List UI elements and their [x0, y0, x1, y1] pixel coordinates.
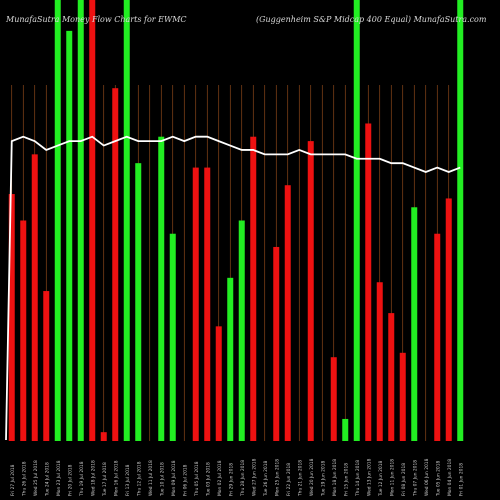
- money-flow-line: [5, 135, 461, 441]
- x-tick-label: Thu 26 Jul 2018: [21, 461, 27, 497]
- x-tick-label: Thu 05 Jul 2018: [194, 461, 200, 497]
- bar-down: [31, 154, 38, 441]
- bar-down: [307, 141, 314, 441]
- bar-down: [434, 233, 441, 441]
- x-tick-label: Wed 20 Jun 2018: [309, 458, 315, 496]
- chart-title: MunafaSutra Money Flow Charts for EWMC: [6, 15, 187, 24]
- x-tick-label: Mon 23 Jul 2018: [56, 460, 62, 496]
- bar-up: [135, 163, 142, 442]
- bar-up: [169, 233, 176, 441]
- bar-up: [353, 0, 360, 441]
- bar-down: [192, 167, 199, 441]
- bar-down: [8, 194, 15, 441]
- bar-down: [250, 136, 257, 441]
- x-tick-label: Tue 12 Jun 2018: [378, 460, 384, 497]
- x-tick-label: Wed 13 Jun 2018: [366, 458, 372, 496]
- bar-up: [54, 0, 61, 441]
- bar-up: [158, 136, 165, 441]
- x-tick-label: Thu 14 Jun 2018: [355, 460, 361, 497]
- bar-down: [112, 88, 119, 441]
- bar-up: [123, 0, 130, 441]
- bar-down: [445, 198, 452, 441]
- x-tick-label: Tue 19 Jun 2018: [320, 460, 326, 497]
- bar-up: [227, 277, 234, 441]
- bars: [8, 0, 464, 442]
- bar-down: [43, 291, 50, 441]
- chart-subtitle: (Guggenheim S&P Midcap 400 Equal) Munafa…: [256, 15, 487, 24]
- x-tick-label: Tue 17 Jul 2018: [102, 462, 108, 497]
- x-tick-label: Fri 13 Jul 2018: [125, 464, 131, 496]
- x-tick-label: Thu 12 Jul 2018: [136, 461, 142, 497]
- x-tick-label: Fri 01 Jun 2018: [458, 463, 464, 496]
- x-tick-label: Fri 20 Jul 2018: [67, 464, 73, 496]
- x-tick-label: Tue 26 Jun 2018: [263, 460, 269, 497]
- bar-down: [215, 326, 222, 441]
- bar-down: [388, 313, 395, 441]
- x-tick-label: Mon 18 Jun 2018: [332, 459, 338, 496]
- x-tick-label: Thu 21 Jun 2018: [297, 460, 303, 497]
- bar-up: [411, 207, 418, 441]
- x-tick-label: Wed 27 Jun 2018: [251, 458, 257, 496]
- x-tick-label: Mon 25 Jun 2018: [274, 459, 280, 496]
- x-tick-label: Wed 11 Jul 2018: [148, 460, 154, 496]
- x-tick-label: Wed 18 Jul 2018: [90, 460, 96, 496]
- x-tick-label: Mon 04 Jun 2018: [447, 459, 453, 496]
- bar-up: [342, 418, 349, 441]
- x-tick-label: Thu 28 Jun 2018: [240, 460, 246, 497]
- x-tick-label: Fri 29 Jun 2018: [228, 463, 234, 496]
- bar-down: [365, 123, 372, 441]
- bar-down: [100, 432, 107, 441]
- x-tick-label: Fri 27 Jul 2018: [10, 464, 16, 496]
- bar-down: [20, 220, 27, 441]
- bar-down: [330, 357, 337, 441]
- x-tick-label: Mon 16 Jul 2018: [113, 460, 119, 496]
- x-tick-label: Tue 10 Jul 2018: [159, 462, 165, 497]
- x-tick-label: Thu 07 Jun 2018: [412, 460, 418, 497]
- bar-up: [238, 220, 245, 441]
- x-tick-label: Fri 15 Jun 2018: [343, 463, 349, 496]
- bar-down: [273, 246, 280, 441]
- bar-up: [77, 0, 84, 441]
- x-tick-label: Fri 06 Jul 2018: [182, 464, 188, 496]
- bar-down: [284, 185, 291, 441]
- bar-down: [89, 0, 96, 441]
- bar-up: [66, 30, 73, 442]
- x-tick-label: Tue 05 Jun 2018: [435, 460, 441, 497]
- x-tick-label: Thu 19 Jul 2018: [79, 461, 85, 497]
- x-tick-label: Wed 06 Jun 2018: [424, 458, 430, 496]
- x-axis-labels: Fri 27 Jul 2018 Thu 26 Jul 2018 Wed 25 Jul…: [10, 458, 465, 497]
- x-tick-label: Tue 03 Jul 2018: [205, 462, 211, 497]
- x-tick-label: Mon 02 Jul 2018: [217, 460, 223, 496]
- bar-up: [457, 0, 464, 441]
- x-tick-label: Fri 22 Jun 2018: [286, 463, 292, 496]
- x-tick-label: Wed 25 Jul 2018: [33, 460, 39, 496]
- x-tick-label: Tue 24 Jul 2018: [44, 462, 50, 497]
- x-tick-label: Fri 08 Jun 2018: [401, 463, 407, 496]
- x-tick-label: Mon 09 Jul 2018: [171, 460, 177, 496]
- bar-down: [376, 282, 383, 441]
- bar-down: [399, 352, 406, 441]
- bar-down: [204, 167, 211, 441]
- flow-line-layer: [5, 135, 461, 441]
- x-tick-label: Mon 11 Jun 2018: [389, 459, 395, 496]
